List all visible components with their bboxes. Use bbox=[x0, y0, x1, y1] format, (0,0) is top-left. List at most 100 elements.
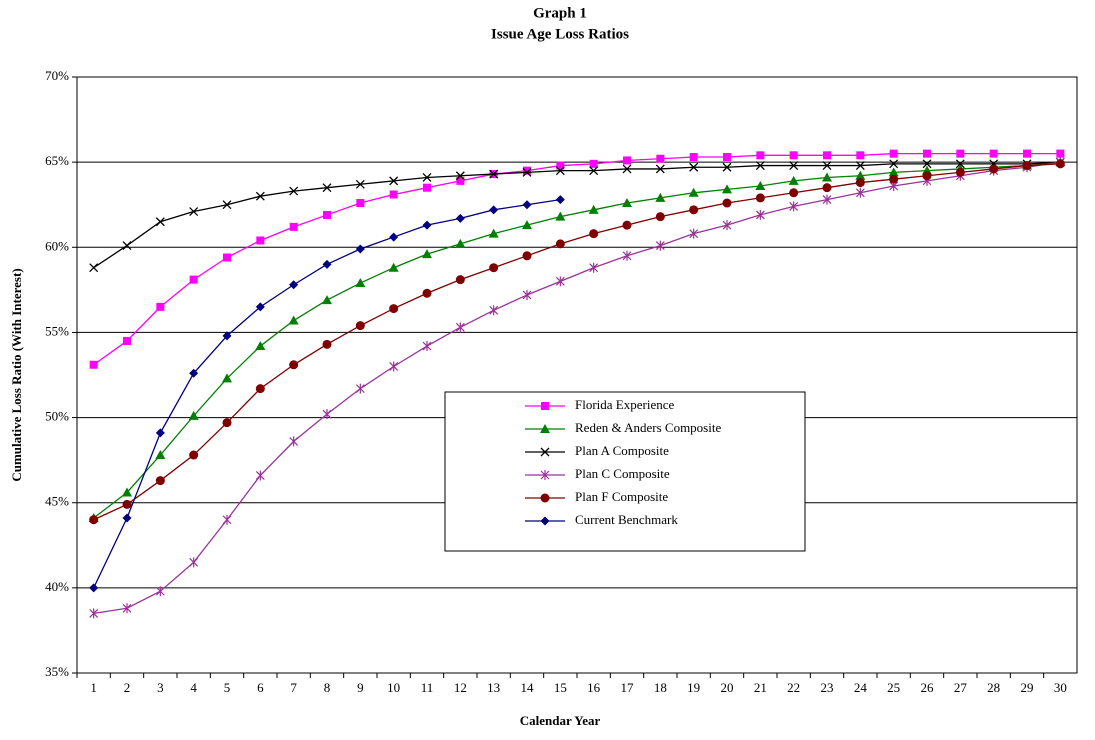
marker bbox=[155, 428, 165, 438]
marker bbox=[722, 162, 732, 172]
marker bbox=[322, 183, 332, 193]
x-tick-label: 29 bbox=[1021, 680, 1034, 695]
series-line bbox=[93, 161, 1061, 269]
marker bbox=[389, 304, 399, 314]
y-tick-label: 70% bbox=[45, 68, 69, 83]
marker bbox=[1055, 159, 1065, 169]
marker bbox=[622, 198, 632, 208]
marker bbox=[122, 499, 132, 509]
chart-title: Graph 1 bbox=[533, 5, 587, 21]
marker bbox=[755, 193, 765, 203]
marker bbox=[622, 220, 632, 230]
x-tick-label: 22 bbox=[787, 680, 800, 695]
marker bbox=[455, 171, 465, 181]
marker bbox=[540, 470, 550, 480]
x-tick-label: 6 bbox=[257, 680, 264, 695]
y-axis-label: Cumulative Loss Ratio (With Interest) bbox=[9, 268, 24, 481]
marker bbox=[689, 162, 699, 172]
marker bbox=[489, 263, 499, 273]
marker bbox=[656, 154, 665, 163]
marker bbox=[222, 373, 232, 383]
marker bbox=[723, 153, 731, 162]
x-tick-label: 25 bbox=[887, 680, 900, 695]
marker bbox=[422, 341, 432, 352]
marker bbox=[922, 159, 932, 169]
series-line bbox=[93, 163, 1061, 521]
marker bbox=[889, 149, 898, 158]
series-line bbox=[93, 161, 1061, 519]
marker bbox=[455, 275, 465, 285]
marker bbox=[89, 608, 99, 619]
marker bbox=[155, 586, 165, 597]
marker bbox=[756, 151, 765, 160]
marker bbox=[189, 275, 198, 284]
marker bbox=[422, 220, 432, 230]
marker bbox=[540, 493, 550, 503]
marker bbox=[623, 156, 631, 165]
legend-label: Plan F Composite bbox=[575, 489, 668, 504]
x-tick-label: 15 bbox=[554, 680, 567, 695]
marker bbox=[89, 360, 98, 369]
marker bbox=[155, 476, 165, 486]
marker bbox=[823, 151, 831, 160]
x-tick-label: 26 bbox=[921, 680, 935, 695]
marker bbox=[189, 450, 199, 460]
marker bbox=[622, 164, 632, 174]
y-tick-label: 45% bbox=[45, 494, 69, 509]
marker bbox=[789, 188, 799, 198]
marker bbox=[856, 151, 865, 160]
marker bbox=[122, 603, 132, 614]
marker bbox=[540, 447, 550, 457]
marker bbox=[755, 161, 765, 171]
marker bbox=[422, 173, 432, 182]
marker bbox=[256, 236, 265, 245]
marker bbox=[955, 159, 965, 169]
marker bbox=[289, 222, 298, 231]
marker bbox=[589, 262, 599, 273]
x-tick-label: 5 bbox=[224, 680, 231, 695]
marker bbox=[489, 205, 499, 215]
marker bbox=[289, 186, 299, 196]
marker bbox=[222, 200, 232, 210]
y-tick-label: 55% bbox=[45, 323, 69, 338]
marker bbox=[888, 167, 899, 177]
marker bbox=[655, 240, 665, 251]
marker bbox=[322, 339, 332, 349]
marker bbox=[556, 161, 565, 170]
marker bbox=[356, 199, 365, 208]
legend-label: Current Benchmark bbox=[575, 512, 678, 527]
x-tick-label: 13 bbox=[487, 680, 500, 695]
marker bbox=[122, 487, 132, 497]
marker bbox=[488, 228, 499, 238]
x-tick-label: 8 bbox=[324, 680, 331, 695]
marker bbox=[655, 212, 665, 222]
marker bbox=[555, 195, 565, 205]
marker bbox=[855, 161, 865, 171]
y-tick-label: 40% bbox=[45, 579, 69, 594]
marker bbox=[156, 302, 165, 311]
chart-subtitle: Issue Age Loss Ratios bbox=[491, 26, 629, 42]
marker bbox=[189, 557, 199, 568]
x-tick-label: 11 bbox=[421, 680, 434, 695]
marker bbox=[355, 278, 366, 288]
marker bbox=[522, 289, 532, 300]
marker bbox=[422, 249, 432, 259]
legend-label: Plan C Composite bbox=[575, 466, 670, 481]
marker bbox=[455, 238, 466, 248]
marker bbox=[789, 151, 798, 160]
marker bbox=[123, 336, 131, 345]
legend-label: Reden & Anders Composite bbox=[575, 420, 721, 435]
x-tick-label: 17 bbox=[621, 680, 635, 695]
marker bbox=[255, 341, 266, 351]
marker bbox=[889, 159, 899, 169]
marker bbox=[555, 239, 565, 249]
x-axis-label: Calendar Year bbox=[520, 713, 601, 728]
marker bbox=[989, 164, 999, 174]
marker bbox=[122, 513, 132, 523]
marker bbox=[355, 244, 365, 254]
marker bbox=[222, 418, 232, 428]
marker bbox=[1023, 149, 1031, 158]
x-tick-label: 30 bbox=[1054, 680, 1067, 695]
marker bbox=[522, 220, 532, 230]
x-tick-label: 18 bbox=[654, 680, 667, 695]
